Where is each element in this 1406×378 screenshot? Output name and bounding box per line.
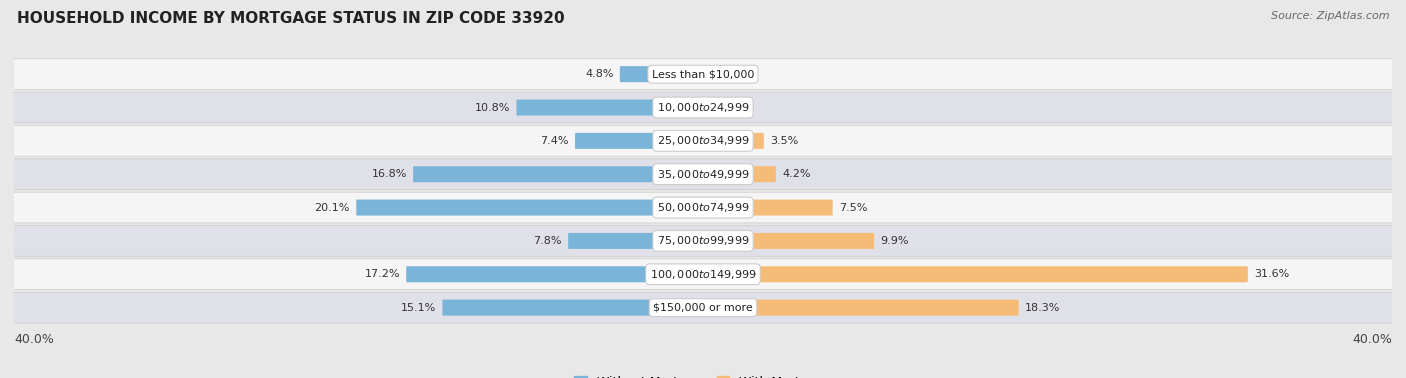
- Text: 9.9%: 9.9%: [880, 236, 908, 246]
- Text: $100,000 to $149,999: $100,000 to $149,999: [650, 268, 756, 281]
- FancyBboxPatch shape: [703, 133, 763, 149]
- Text: 16.8%: 16.8%: [371, 169, 406, 179]
- Text: 40.0%: 40.0%: [14, 333, 53, 345]
- FancyBboxPatch shape: [13, 125, 1393, 156]
- Text: 4.2%: 4.2%: [782, 169, 811, 179]
- FancyBboxPatch shape: [703, 266, 1247, 282]
- FancyBboxPatch shape: [13, 259, 1393, 290]
- Text: $150,000 or more: $150,000 or more: [654, 303, 752, 313]
- Text: 0.0%: 0.0%: [710, 69, 738, 79]
- Text: 7.8%: 7.8%: [533, 236, 562, 246]
- FancyBboxPatch shape: [13, 292, 1393, 323]
- FancyBboxPatch shape: [620, 66, 703, 82]
- Text: Less than $10,000: Less than $10,000: [652, 69, 754, 79]
- Text: 0.0%: 0.0%: [710, 102, 738, 113]
- FancyBboxPatch shape: [703, 233, 875, 249]
- FancyBboxPatch shape: [13, 159, 1393, 189]
- FancyBboxPatch shape: [568, 233, 703, 249]
- FancyBboxPatch shape: [575, 133, 703, 149]
- Text: 4.8%: 4.8%: [585, 69, 613, 79]
- FancyBboxPatch shape: [703, 166, 776, 182]
- Text: $75,000 to $99,999: $75,000 to $99,999: [657, 234, 749, 248]
- FancyBboxPatch shape: [413, 166, 703, 182]
- Text: 17.2%: 17.2%: [364, 269, 399, 279]
- Text: 3.5%: 3.5%: [770, 136, 799, 146]
- Text: 7.4%: 7.4%: [540, 136, 568, 146]
- FancyBboxPatch shape: [406, 266, 703, 282]
- FancyBboxPatch shape: [13, 192, 1393, 223]
- Text: 18.3%: 18.3%: [1025, 303, 1060, 313]
- Text: 40.0%: 40.0%: [1353, 333, 1392, 345]
- Text: HOUSEHOLD INCOME BY MORTGAGE STATUS IN ZIP CODE 33920: HOUSEHOLD INCOME BY MORTGAGE STATUS IN Z…: [17, 11, 564, 26]
- Text: $25,000 to $34,999: $25,000 to $34,999: [657, 134, 749, 147]
- Text: 7.5%: 7.5%: [839, 203, 868, 212]
- Legend: Without Mortgage, With Mortgage: Without Mortgage, With Mortgage: [574, 376, 832, 378]
- FancyBboxPatch shape: [703, 300, 1019, 316]
- FancyBboxPatch shape: [443, 300, 703, 316]
- Text: 10.8%: 10.8%: [475, 102, 510, 113]
- Text: 20.1%: 20.1%: [315, 203, 350, 212]
- Text: $10,000 to $24,999: $10,000 to $24,999: [657, 101, 749, 114]
- FancyBboxPatch shape: [516, 99, 703, 116]
- FancyBboxPatch shape: [13, 92, 1393, 123]
- Text: 31.6%: 31.6%: [1254, 269, 1289, 279]
- FancyBboxPatch shape: [13, 226, 1393, 256]
- Text: $50,000 to $74,999: $50,000 to $74,999: [657, 201, 749, 214]
- Text: Source: ZipAtlas.com: Source: ZipAtlas.com: [1271, 11, 1389, 21]
- FancyBboxPatch shape: [703, 200, 832, 215]
- FancyBboxPatch shape: [13, 59, 1393, 90]
- Text: 15.1%: 15.1%: [401, 303, 436, 313]
- Text: $35,000 to $49,999: $35,000 to $49,999: [657, 168, 749, 181]
- FancyBboxPatch shape: [356, 200, 703, 215]
